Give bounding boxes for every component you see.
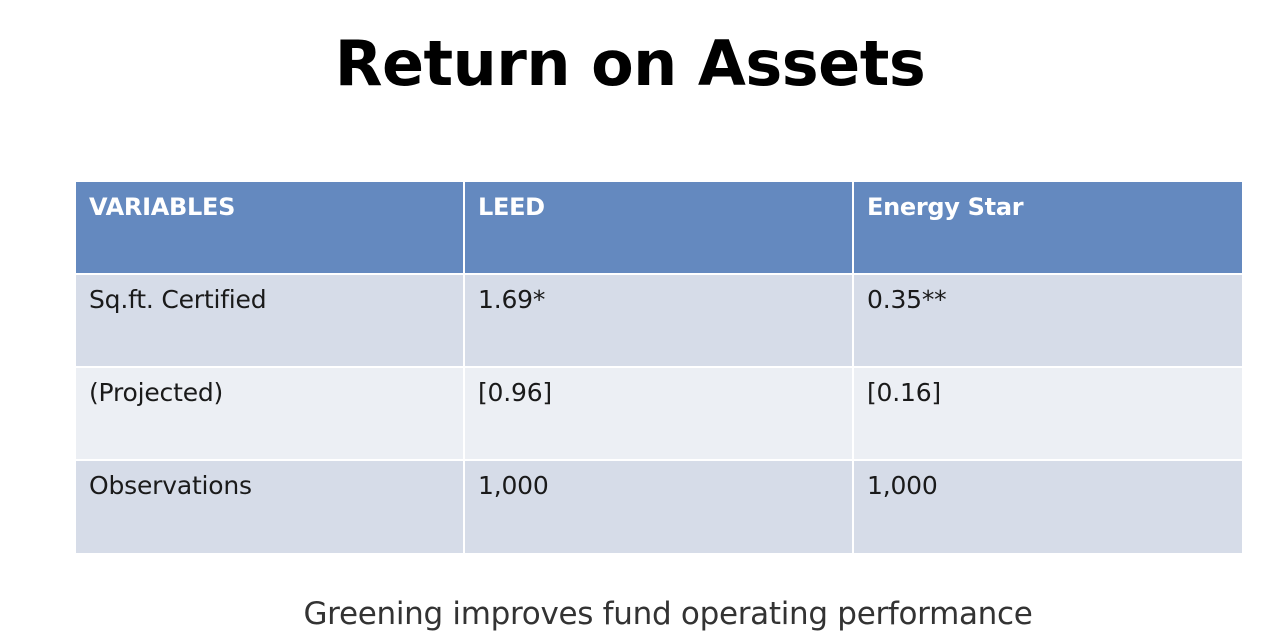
header-variables: VARIABLES [76,182,465,275]
table-cell: 1.69* [463,273,854,368]
table-cell: 0.35** [852,273,1242,368]
table-row: Sq.ft. Certified 1.69* 0.35** [76,273,1242,368]
results-table: VARIABLES LEED Energy Star Sq.ft. Certif… [76,182,1242,553]
header-energy-star: Energy Star [852,182,1242,275]
table-cell: 1,000 [463,459,854,553]
table-cell: Observations [76,459,465,553]
slide-caption: Greening improves fund operating perform… [303,596,1033,632]
header-leed: LEED [463,182,854,275]
table-cell: Sq.ft. Certified [76,273,465,368]
table-row: (Projected) [0.96] [0.16] [76,366,1242,461]
table-row: Observations 1,000 1,000 [76,459,1242,553]
table-cell: [0.96] [463,366,854,461]
slide-title: Return on Assets [334,27,926,100]
table-cell: (Projected) [76,366,465,461]
table-cell: 1,000 [852,459,1242,553]
table-cell: [0.16] [852,366,1242,461]
table-header-row: VARIABLES LEED Energy Star [76,182,1242,275]
